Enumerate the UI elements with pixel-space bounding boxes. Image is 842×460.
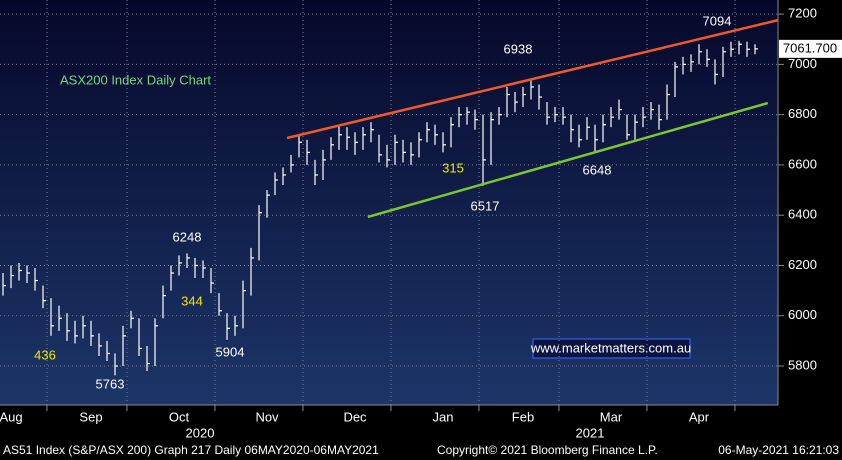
footer-center: Copyright© 2021 Bloomberg Finance L.P. [437,443,658,457]
annotation: 436 [34,347,56,362]
last-price-box [779,39,842,58]
watermark-box [532,338,691,359]
y-tick-label: 6000 [788,307,817,322]
annotation: 6517 [471,198,500,213]
footer-left: AS51 Index (S&P/ASX 200) Graph 217 Daily… [3,443,379,457]
x-tick-label: Nov [255,409,279,424]
x-tick-label: Feb [512,409,534,424]
annotation: 6648 [583,162,612,177]
y-tick-label: 6400 [788,207,817,222]
trend-line [286,18,779,140]
annotation: 5904 [216,344,245,359]
year-label: 2020 [186,425,215,440]
footer-right: 06-May-2021 16:21:03 [718,443,839,457]
y-tick-label: 5800 [788,357,817,372]
y-tick-label: 6600 [788,156,817,171]
year-label: 2021 [576,425,605,440]
watermark: www.marketmatters.com.au [530,340,691,355]
y-axis-panel [778,0,842,405]
annotation: 5763 [96,376,125,391]
chart-title: ASX200 Index Daily Chart [60,72,211,87]
annotation: 315 [442,160,464,175]
annotation: 6248 [173,229,202,244]
trend-line [367,101,769,219]
y-tick-label: 7000 [788,56,817,71]
y-tick-label: 6200 [788,257,817,272]
annotation: 7094 [703,13,732,28]
x-tick-label: Sep [79,409,102,424]
x-tick-label: Mar [600,409,623,424]
plot-area [0,0,778,405]
x-tick-label: Dec [343,409,367,424]
annotation: 344 [181,293,203,308]
y-tick-label: 6800 [788,106,817,121]
x-tick-label: Jan [433,409,454,424]
x-tick-label: Oct [169,409,190,424]
x-tick-label: Apr [689,409,710,424]
y-tick-label: 7200 [788,6,817,21]
last-price-label: 7061.700 [783,40,837,55]
annotation: 6938 [504,41,533,56]
x-tick-label: Aug [0,409,23,424]
